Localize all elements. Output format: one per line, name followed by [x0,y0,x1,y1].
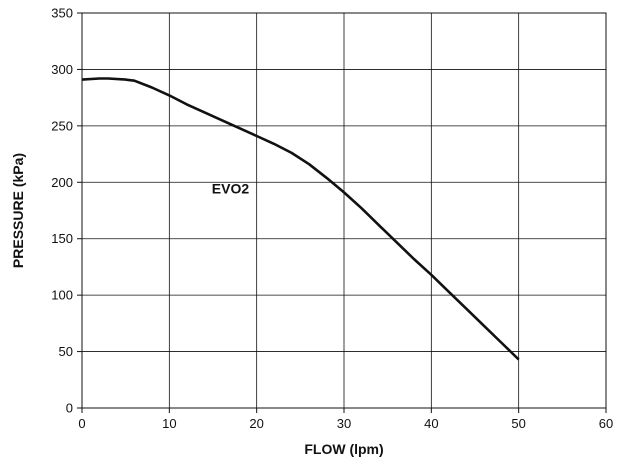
x-tick-label: 50 [511,416,525,431]
y-axis-title: PRESSURE (kPa) [10,153,26,268]
y-tick-label: 150 [51,231,73,246]
x-tick-label: 20 [249,416,263,431]
x-tick-label: 10 [162,416,176,431]
x-axis-ticks: 0 10 20 30 40 50 60 [78,408,613,431]
x-tick-label: 40 [424,416,438,431]
y-tick-label: 300 [51,62,73,77]
y-tick-label: 100 [51,288,73,303]
y-tick-label: 250 [51,118,73,133]
series-annotation: EVO2 [212,181,250,197]
y-tick-label: 0 [66,401,73,416]
x-tick-label: 0 [78,416,85,431]
annotations: EVO2 [212,181,250,197]
x-axis-title: FLOW (lpm) [304,441,383,457]
series-line [81,77,520,361]
y-tick-label: 350 [51,6,73,21]
y-tick-label: 200 [51,175,73,190]
series-group [81,77,520,361]
grid-lines [82,13,606,408]
y-axis-ticks: 0 50 100 150 200 250 300 350 [51,6,82,416]
y-tick-label: 50 [59,344,73,359]
x-tick-label: 60 [599,416,613,431]
x-tick-label: 30 [337,416,351,431]
